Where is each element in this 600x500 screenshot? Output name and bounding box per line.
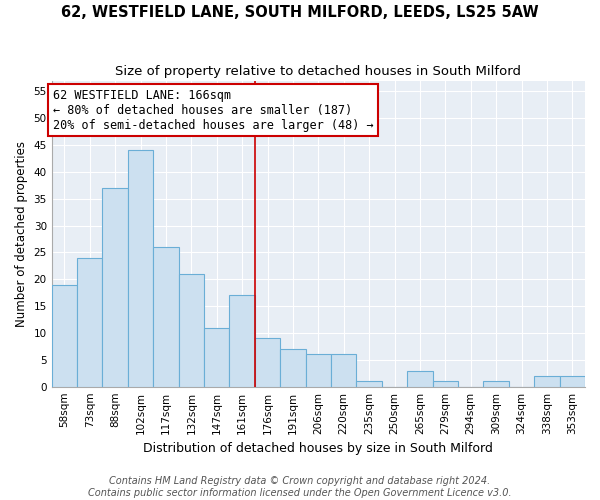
Bar [204, 328, 229, 386]
Y-axis label: Number of detached properties: Number of detached properties [15, 140, 28, 326]
Bar [534, 376, 560, 386]
Text: 62 WESTFIELD LANE: 166sqm
← 80% of detached houses are smaller (187)
20% of semi: 62 WESTFIELD LANE: 166sqm ← 80% of detac… [53, 88, 374, 132]
Bar [179, 274, 204, 386]
Bar [560, 376, 585, 386]
Bar [77, 258, 103, 386]
Bar [255, 338, 280, 386]
Bar [52, 284, 77, 386]
Bar [407, 370, 433, 386]
Bar [484, 382, 509, 386]
Bar [305, 354, 331, 386]
X-axis label: Distribution of detached houses by size in South Milford: Distribution of detached houses by size … [143, 442, 493, 455]
Bar [331, 354, 356, 386]
Bar [433, 382, 458, 386]
Title: Size of property relative to detached houses in South Milford: Size of property relative to detached ho… [115, 65, 521, 78]
Bar [356, 382, 382, 386]
Bar [128, 150, 153, 386]
Text: 62, WESTFIELD LANE, SOUTH MILFORD, LEEDS, LS25 5AW: 62, WESTFIELD LANE, SOUTH MILFORD, LEEDS… [61, 5, 539, 20]
Bar [103, 188, 128, 386]
Bar [153, 247, 179, 386]
Bar [280, 349, 305, 387]
Bar [229, 296, 255, 386]
Text: Contains HM Land Registry data © Crown copyright and database right 2024.
Contai: Contains HM Land Registry data © Crown c… [88, 476, 512, 498]
